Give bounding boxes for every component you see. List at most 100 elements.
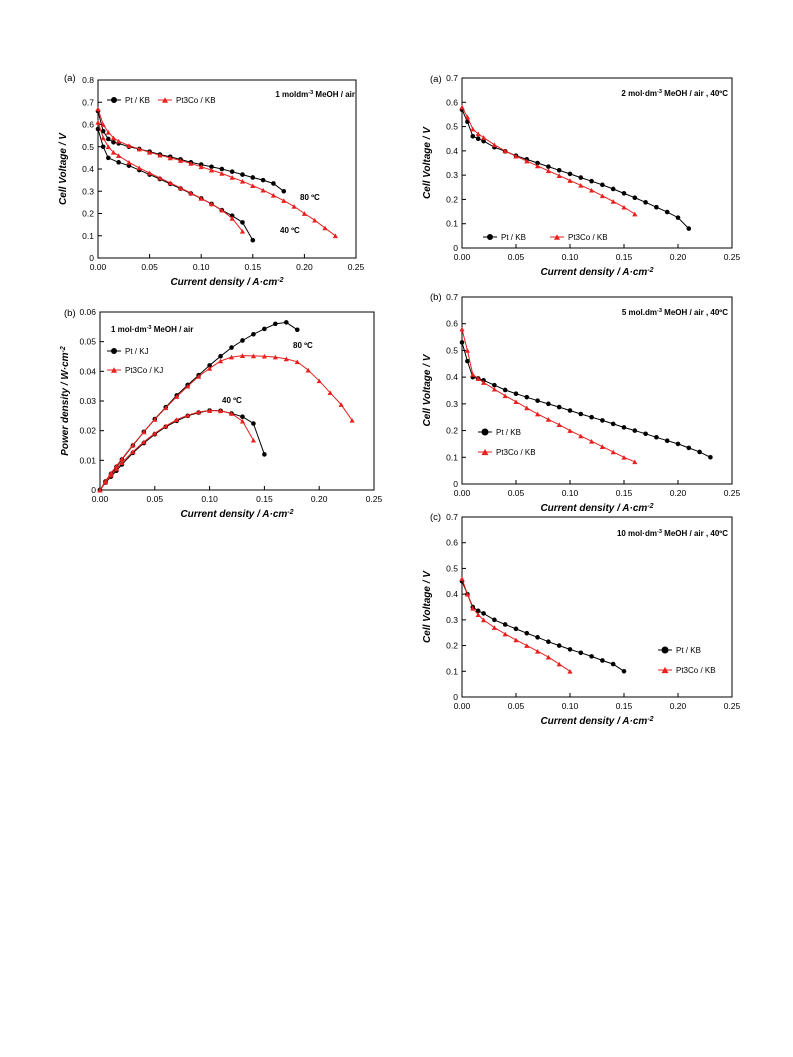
y-tick-label: 0.5 bbox=[82, 142, 94, 152]
x-tick-label: 0.00 bbox=[90, 262, 107, 272]
y-tick-label: 0.6 bbox=[446, 319, 458, 329]
data-point bbox=[188, 161, 194, 166]
y-tick-label: 0.1 bbox=[446, 666, 458, 676]
x-tick-label: 0.15 bbox=[616, 252, 633, 262]
y-tick-label: 0.01 bbox=[79, 455, 96, 465]
data-point bbox=[524, 405, 530, 411]
data-point bbox=[578, 650, 584, 656]
data-point bbox=[100, 128, 106, 134]
data-point bbox=[545, 654, 551, 660]
x-tick-label: 0.00 bbox=[454, 701, 471, 711]
data-point bbox=[250, 237, 256, 243]
x-axis-label: Current density / A·cm-2 bbox=[170, 277, 283, 289]
data-point bbox=[513, 637, 519, 643]
y-tick-label: 0.5 bbox=[446, 122, 458, 132]
series-line bbox=[97, 122, 243, 232]
data-point bbox=[599, 193, 605, 199]
data-point bbox=[281, 188, 287, 194]
y-tick-label: 0.1 bbox=[446, 219, 458, 229]
series-line bbox=[461, 578, 571, 672]
data-point bbox=[119, 456, 125, 462]
data-point bbox=[686, 445, 692, 451]
data-point bbox=[239, 228, 246, 234]
data-point bbox=[229, 169, 235, 174]
data-point bbox=[513, 399, 519, 405]
y-tick-label: 0.02 bbox=[79, 426, 96, 436]
data-point bbox=[217, 408, 224, 414]
data-point bbox=[196, 374, 202, 379]
data-point bbox=[100, 144, 106, 150]
data-point bbox=[567, 408, 573, 413]
y-axis-label: Power density / W·cm-2 bbox=[60, 346, 72, 456]
data-point bbox=[502, 387, 508, 393]
condition-annotation: 1 mol·dm-3 MeOH / air bbox=[111, 325, 193, 334]
y-tick-label: 0.3 bbox=[446, 399, 458, 409]
data-point bbox=[654, 204, 659, 210]
data-point bbox=[270, 192, 277, 198]
data-point bbox=[332, 233, 338, 239]
data-point bbox=[322, 225, 328, 231]
series-line bbox=[461, 109, 690, 229]
y-axis-label: Cell Voltage / V bbox=[422, 126, 433, 199]
data-point bbox=[239, 418, 246, 424]
data-point bbox=[301, 211, 307, 216]
legend-marker bbox=[481, 448, 489, 456]
panel-label: (a) bbox=[430, 74, 442, 85]
data-point bbox=[610, 199, 616, 204]
data-point bbox=[546, 164, 551, 169]
data-point bbox=[207, 408, 213, 413]
y-tick-label: 0 bbox=[91, 485, 96, 495]
data-point bbox=[250, 175, 256, 180]
x-tick-label: 0.15 bbox=[616, 701, 633, 711]
data-point bbox=[465, 358, 470, 364]
data-point bbox=[524, 158, 530, 164]
data-point bbox=[100, 122, 106, 127]
legend-label: Pt / KB bbox=[501, 233, 526, 242]
data-point bbox=[262, 452, 267, 457]
data-point bbox=[600, 418, 605, 423]
data-point bbox=[196, 409, 202, 415]
series-line bbox=[99, 355, 353, 491]
data-point bbox=[502, 631, 508, 637]
y-tick-label: 0.4 bbox=[446, 589, 458, 599]
data-point bbox=[535, 163, 541, 169]
data-point bbox=[610, 421, 616, 427]
data-point bbox=[643, 200, 648, 205]
data-point bbox=[475, 376, 481, 381]
data-point bbox=[567, 171, 573, 177]
y-tick-label: 0.1 bbox=[446, 452, 458, 462]
data-point bbox=[459, 104, 465, 110]
y-tick-label: 0 bbox=[453, 479, 458, 489]
series-line bbox=[461, 328, 635, 463]
data-point bbox=[185, 412, 191, 418]
data-point bbox=[272, 354, 278, 360]
data-point bbox=[209, 164, 214, 170]
data-point bbox=[546, 401, 551, 407]
data-point bbox=[475, 608, 481, 614]
legend-marker bbox=[481, 428, 489, 436]
data-point bbox=[239, 353, 246, 358]
data-point bbox=[492, 617, 497, 623]
data-point bbox=[556, 661, 562, 667]
data-point bbox=[459, 326, 465, 332]
data-point bbox=[141, 429, 147, 435]
data-point bbox=[294, 359, 300, 365]
data-point bbox=[632, 459, 638, 465]
data-point bbox=[130, 449, 136, 455]
legend-label: Pt3Co / KB bbox=[676, 666, 716, 675]
data-point bbox=[491, 386, 497, 392]
data-point bbox=[513, 626, 519, 632]
data-point bbox=[219, 171, 225, 176]
data-point bbox=[228, 354, 235, 360]
data-point bbox=[481, 617, 487, 623]
data-point bbox=[174, 394, 180, 399]
y-tick-label: 0 bbox=[453, 692, 458, 702]
panel-label: (b) bbox=[430, 292, 442, 303]
data-point bbox=[219, 166, 225, 172]
data-point bbox=[600, 658, 605, 663]
data-point bbox=[556, 643, 562, 648]
data-point bbox=[207, 363, 212, 368]
temperature-annotation: 40 ºC bbox=[222, 396, 242, 405]
data-point bbox=[102, 479, 109, 485]
data-point bbox=[228, 411, 235, 416]
